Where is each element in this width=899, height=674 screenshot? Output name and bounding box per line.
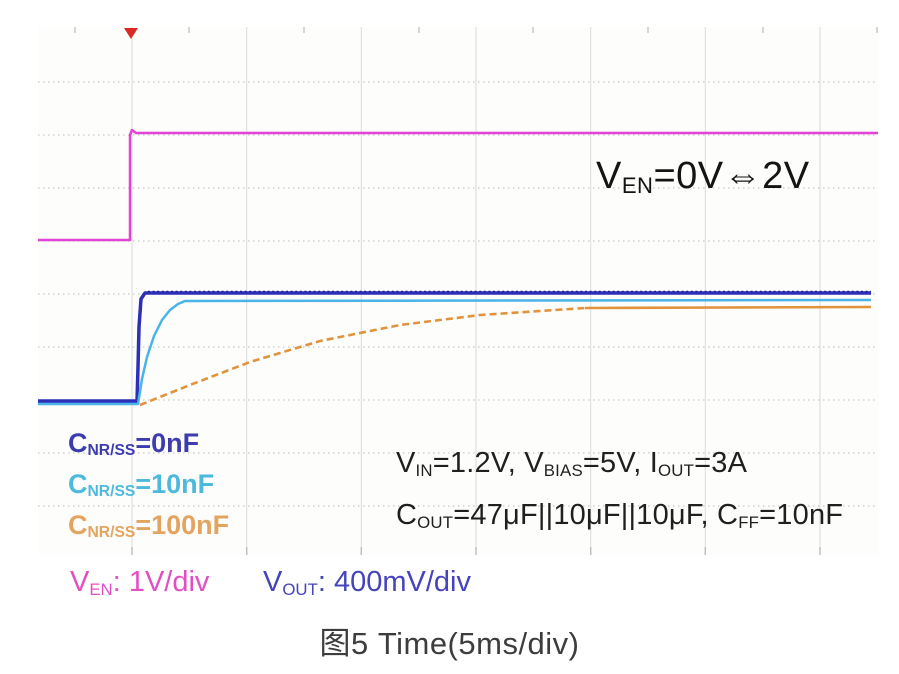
trace-vout-0nF (38, 291, 871, 403)
scope-plot: VEN=0V⇔2V CNR/SS=0nF CNR/SS=10nF CNR/SS=… (38, 27, 878, 555)
waveform-legend: CNR/SS=0nF CNR/SS=10nF CNR/SS=100nF (68, 425, 229, 548)
trigger-marker-icon (124, 28, 138, 39)
legend-item-100nf: CNR/SS=100nF (68, 510, 230, 542)
trace-vout-100nF-ramp (139, 306, 586, 407)
scale-label-vout: VOUT: 400mV/div (263, 566, 471, 599)
trace-vout-10nF (38, 298, 872, 406)
trace-ven-step (38, 128, 878, 242)
test-conditions: VIN=1.2V, VBIAS=5V, IOUT=3A COUT=47μF||1… (396, 439, 843, 543)
trace-vout-100nF-flat (584, 305, 872, 310)
legend-item-0nf: CNR/SS=0nF (68, 428, 200, 460)
conditions-line-1: VIN=1.2V, VBIAS=5V, IOUT=3A (396, 447, 748, 480)
scale-labels-row: VEN: 1V/div VOUT: 400mV/div (0, 566, 899, 602)
scale-label-ven: VEN: 1V/div (70, 566, 210, 599)
legend-item-10nf: CNR/SS=10nF (68, 469, 215, 501)
scope-svg (38, 27, 878, 555)
ven-annotation: VEN=0V⇔2V (596, 155, 810, 198)
conditions-line-2: COUT=47μF||10μF||10μF, CFF=10nF (396, 499, 844, 532)
figure-caption: 图5 Time(5ms/div) (319, 626, 580, 661)
